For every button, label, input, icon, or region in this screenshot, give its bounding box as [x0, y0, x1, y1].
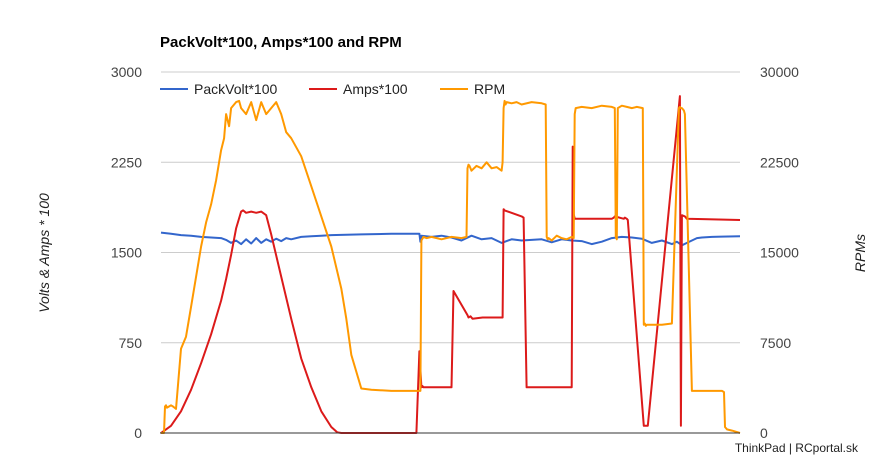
legend-label: RPM	[474, 81, 505, 97]
left-axis-title: Volts & Amps * 100	[36, 193, 52, 313]
right-tick-label: 30000	[760, 64, 799, 80]
left-tick-label: 0	[134, 425, 142, 441]
series-line-packvolt-100	[160, 231, 741, 247]
left-axis-ticks: 0 750 1500 2250 3000	[111, 64, 142, 441]
legend-label: Amps*100	[343, 81, 408, 97]
series-line-rpm	[161, 99, 741, 434]
legend: PackVolt*100 Amps*100 RPM	[160, 81, 505, 97]
left-tick-label: 3000	[111, 64, 142, 80]
right-axis-ticks: 0 7500 15000 22500 30000	[760, 64, 799, 441]
left-tick-label: 1500	[111, 245, 142, 261]
series-line-amps-100	[160, 95, 741, 434]
right-tick-label: 22500	[760, 154, 799, 170]
left-tick-label: 2250	[111, 154, 142, 170]
credit-text: ThinkPad | RCportal.sk	[735, 441, 859, 455]
right-tick-label: 0	[760, 425, 768, 441]
right-tick-label: 7500	[760, 335, 791, 351]
chart-title: PackVolt*100, Amps*100 and RPM	[160, 34, 402, 51]
left-tick-label: 750	[119, 335, 143, 351]
right-axis-title: RPMs	[852, 234, 868, 272]
gridlines	[161, 71, 740, 344]
right-tick-label: 15000	[760, 245, 799, 261]
series-layer	[160, 95, 741, 434]
legend-label: PackVolt*100	[194, 81, 277, 97]
